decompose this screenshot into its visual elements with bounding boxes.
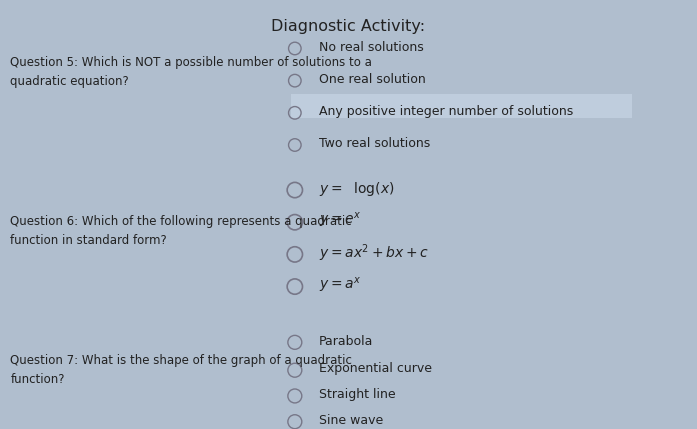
Text: Question 6: Which of the following represents a quadratic
function in standard f: Question 6: Which of the following repre… [10, 214, 352, 247]
Text: One real solution: One real solution [319, 73, 425, 86]
Text: Question 7: What is the shape of the graph of a quadratic
function?: Question 7: What is the shape of the gra… [10, 354, 352, 386]
Text: Exponential curve: Exponential curve [319, 363, 431, 375]
Text: No real solutions: No real solutions [319, 41, 423, 54]
Text: Parabola: Parabola [319, 335, 373, 347]
Text: Sine wave: Sine wave [319, 414, 383, 427]
Text: Two real solutions: Two real solutions [319, 137, 430, 150]
Text: $y=ax^{2}+bx+c$: $y=ax^{2}+bx+c$ [319, 242, 429, 264]
Text: Straight line: Straight line [319, 388, 395, 401]
Text: Diagnostic Activity:: Diagnostic Activity: [271, 19, 426, 34]
Text: $y=a^{x}$: $y=a^{x}$ [319, 276, 361, 295]
Text: Question 5: Which is NOT a possible number of solutions to a
quadratic equation?: Question 5: Which is NOT a possible numb… [10, 56, 372, 88]
Text: $y=\ \ \log(x)$: $y=\ \ \log(x)$ [319, 180, 394, 198]
Text: Any positive integer number of solutions: Any positive integer number of solutions [319, 105, 573, 118]
Text: $y=e^{x}$: $y=e^{x}$ [319, 211, 361, 230]
FancyBboxPatch shape [291, 94, 632, 118]
